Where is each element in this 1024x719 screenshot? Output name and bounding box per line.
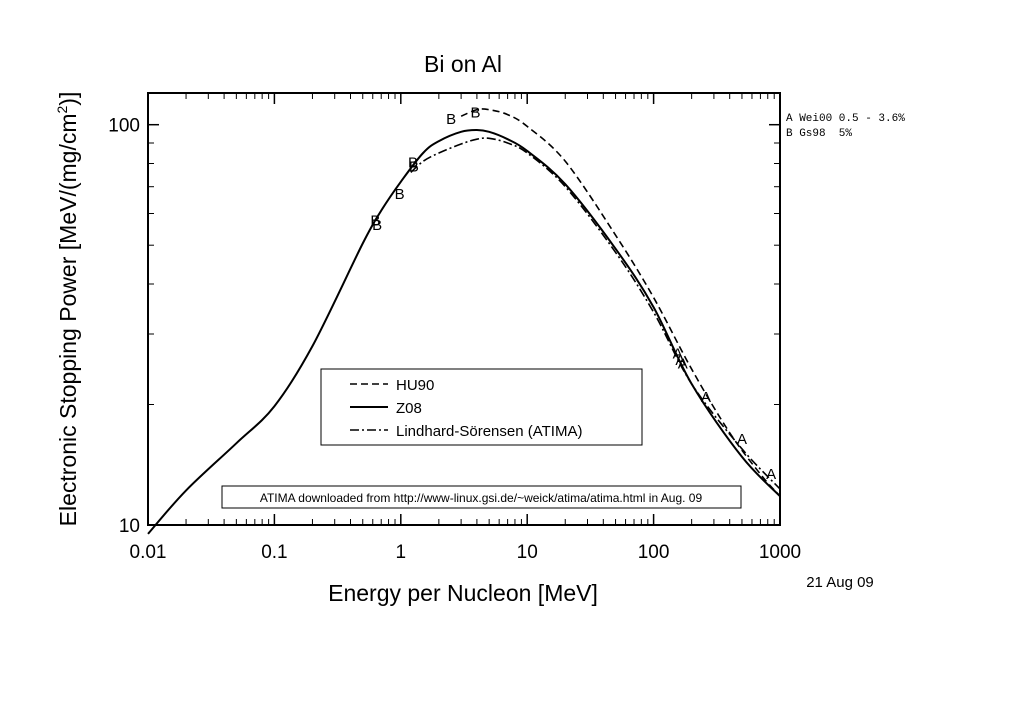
x-tick-label: 0.01 xyxy=(130,542,167,563)
data-point-b: B xyxy=(409,159,419,176)
x-tick-label: 1000 xyxy=(759,542,801,563)
x-tick-label: 10 xyxy=(517,542,538,563)
legend-label-atima: Lindhard-Sörensen (ATIMA) xyxy=(396,423,582,440)
y-axis-label-superscript: 2 xyxy=(54,105,70,113)
series-line-atima xyxy=(410,137,781,490)
download-note-text: ATIMA downloaded from http://www-linux.g… xyxy=(260,491,703,505)
data-point-b: B xyxy=(372,217,382,234)
x-axis: 0.01 0.1 1 10 100 1000 xyxy=(130,93,801,563)
data-point-b: B xyxy=(395,186,405,203)
y-axis-label-main: Electronic Stopping Power [MeV/(mg/cm xyxy=(55,113,81,526)
plot-frame xyxy=(147,92,781,526)
x-tick-label: 100 xyxy=(638,542,670,563)
y-axis: 10 100 xyxy=(108,116,780,537)
data-point-a: A xyxy=(701,389,711,406)
data-point-b: B xyxy=(446,111,456,128)
data-point-a: A xyxy=(673,345,683,362)
y-axis-label: Electronic Stopping Power [MeV/(mg/cm2)] xyxy=(54,92,81,527)
legend-box xyxy=(320,368,643,446)
data-point-a: A xyxy=(737,431,747,448)
x-tick-label: 0.1 xyxy=(261,542,287,563)
y-tick-label: 10 xyxy=(119,516,140,537)
y-axis-label-close: )] xyxy=(55,92,81,106)
legend-label-hu90: HU90 xyxy=(396,377,434,394)
series-line-z08 xyxy=(147,128,781,535)
data-source-a: A Wei00 0.5 - 3.6% xyxy=(786,113,905,125)
series-lines xyxy=(147,108,781,535)
data-point-b: B xyxy=(370,212,380,229)
download-note: ATIMA downloaded from http://www-linux.g… xyxy=(221,485,742,509)
legend-label-z08: Z08 xyxy=(396,400,422,417)
data-point-a: A xyxy=(678,355,688,372)
x-tick-label: 1 xyxy=(396,542,407,563)
date-stamp: 21 Aug 09 xyxy=(806,574,874,591)
x-axis-label: Energy per Nucleon [MeV] xyxy=(328,580,598,606)
data-point-a: A xyxy=(766,466,776,483)
legend: HU90 Z08 Lindhard-Sörensen (ATIMA) xyxy=(320,368,643,446)
series-line-hu90 xyxy=(460,108,781,497)
download-note-box xyxy=(221,485,742,509)
data-source-b: B Gs98 5% xyxy=(786,128,852,140)
data-point-b: B xyxy=(408,154,418,171)
data-point-a: A xyxy=(675,352,685,369)
data-source-list: A Wei00 0.5 - 3.6% B Gs98 5% xyxy=(786,113,905,140)
data-point-b: B xyxy=(471,104,481,121)
y-tick-label: 100 xyxy=(108,116,140,137)
chart-title: Bi on Al xyxy=(424,51,502,77)
